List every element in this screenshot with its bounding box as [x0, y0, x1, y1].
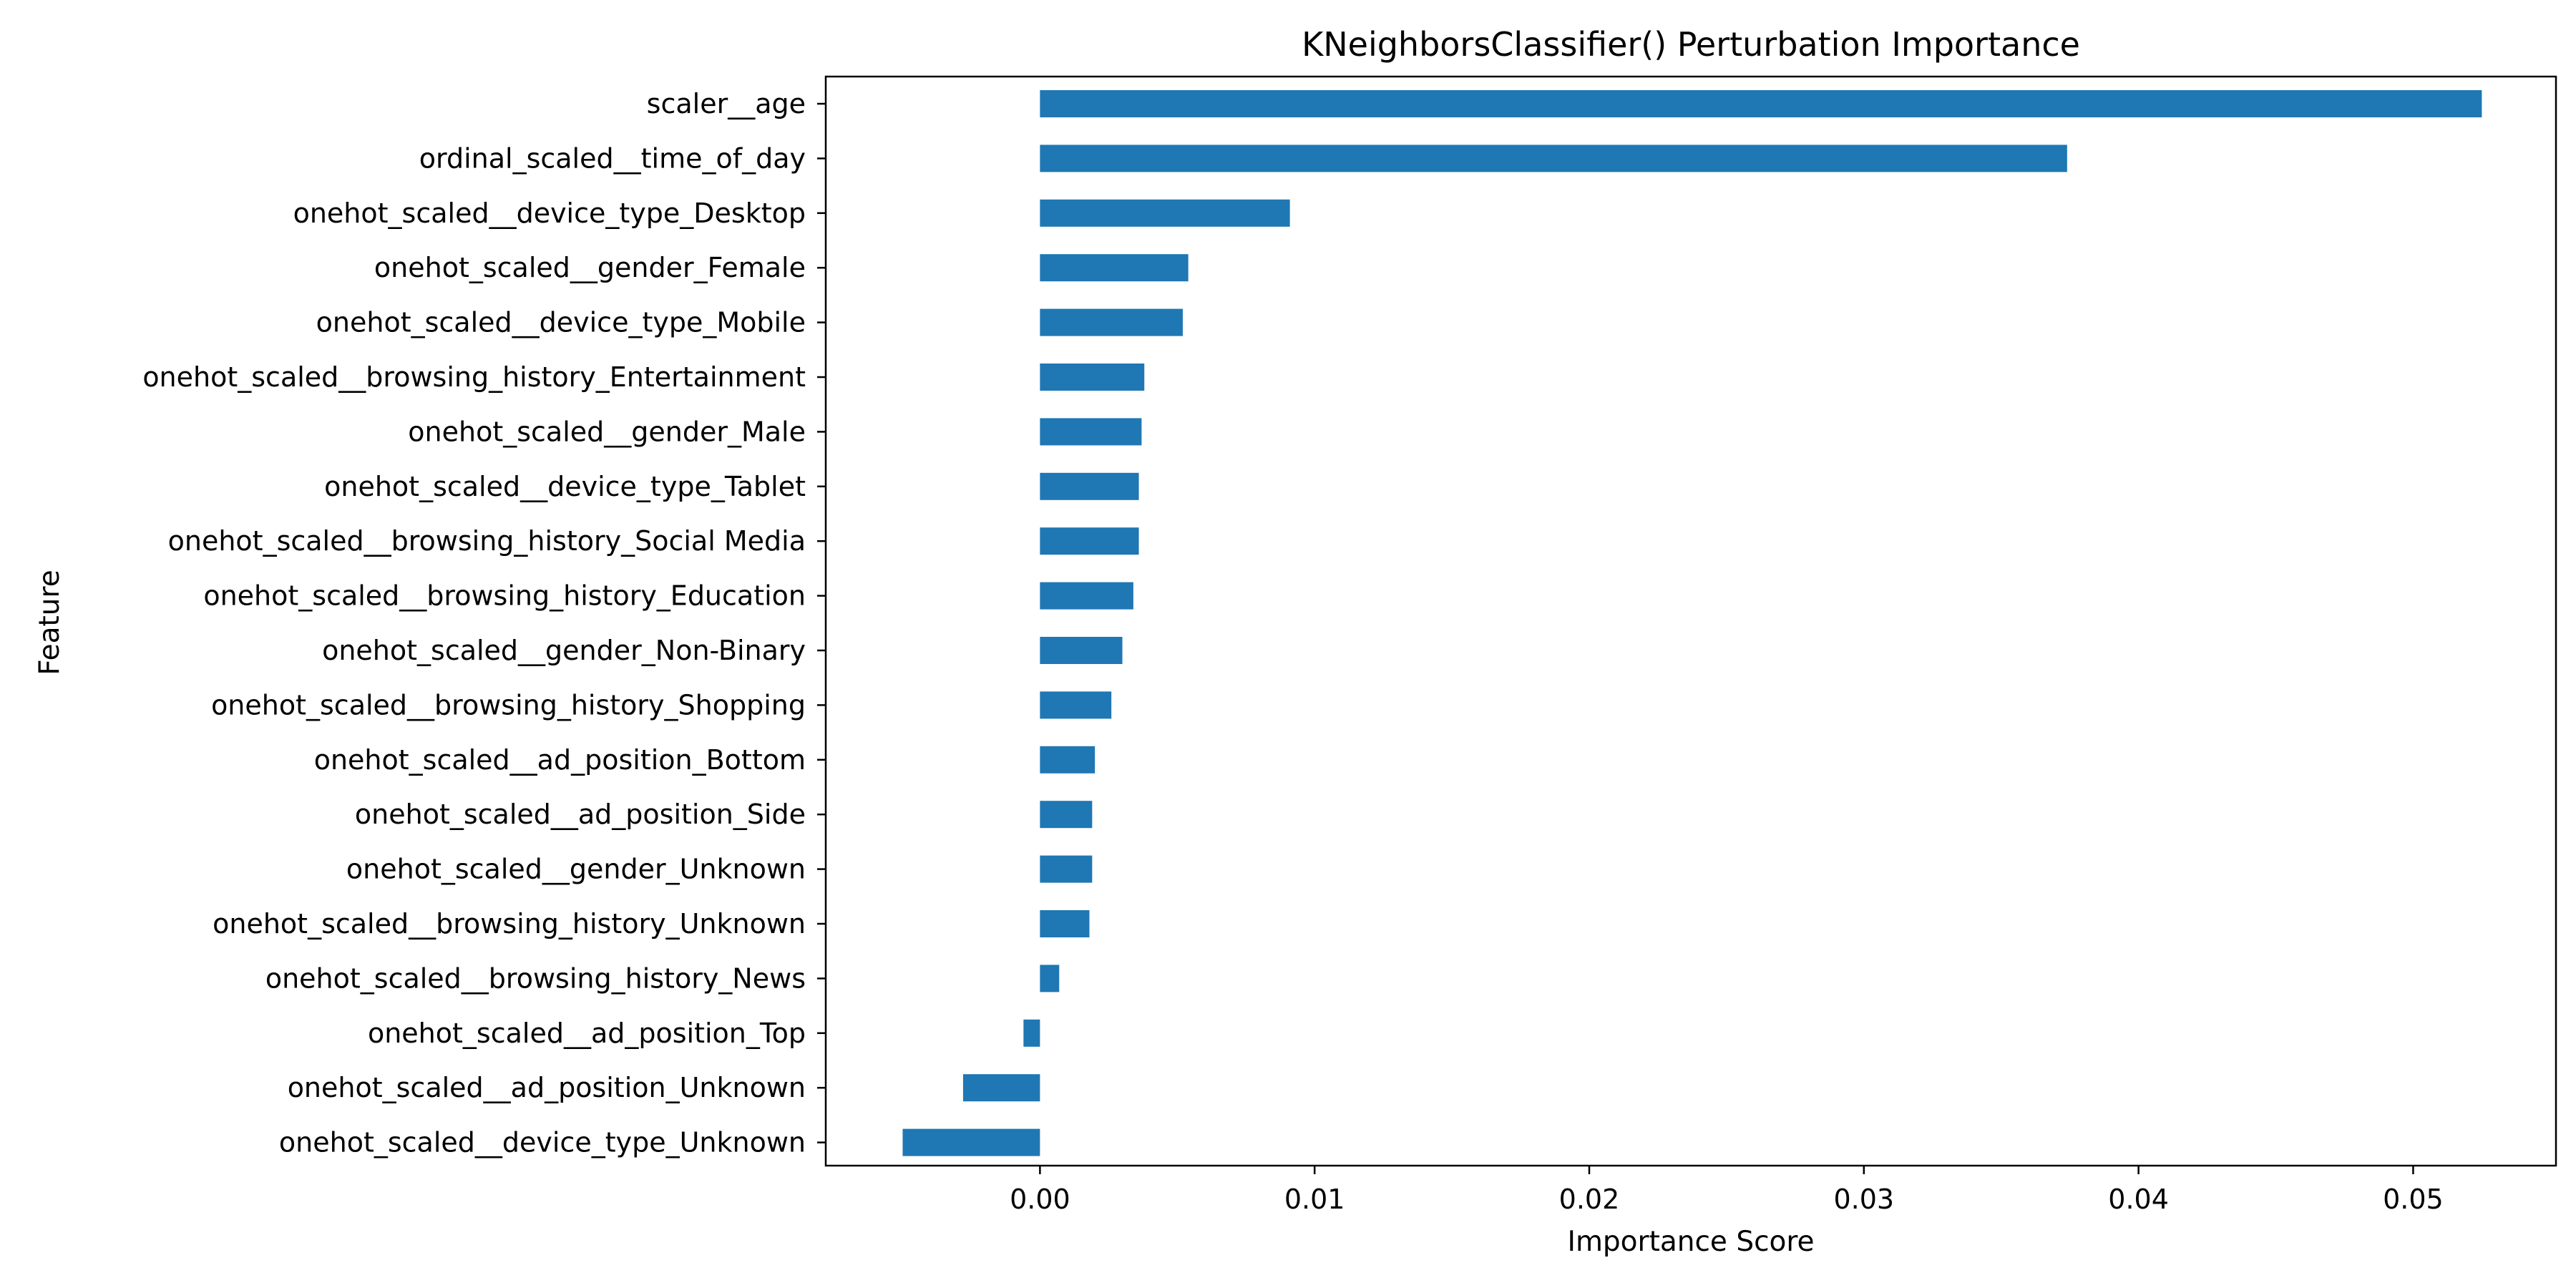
y-tick-label: onehot_scaled__browsing_history_Social M… — [168, 525, 806, 557]
bar — [1040, 582, 1133, 610]
y-tick-label: onehot_scaled__browsing_history_Shopping — [211, 689, 806, 721]
bar — [1040, 691, 1112, 719]
x-tick-label: 0.04 — [2108, 1184, 2169, 1215]
bar — [1040, 746, 1096, 774]
bar — [1040, 965, 1060, 992]
bar — [1023, 1019, 1040, 1047]
bar — [1040, 910, 1090, 937]
y-axis-label: Feature — [34, 570, 66, 675]
y-tick-label: onehot_scaled__gender_Unknown — [346, 854, 806, 885]
y-tick-label: onehot_scaled__ad_position_Side — [355, 799, 806, 830]
x-tick-label: 0.05 — [2383, 1184, 2444, 1215]
y-tick-label: onehot_scaled__browsing_history_Educatio… — [203, 580, 806, 612]
bar — [1040, 90, 2482, 117]
bar — [1040, 199, 1290, 227]
x-tick-label: 0.00 — [1010, 1184, 1070, 1215]
x-tick-label: 0.01 — [1284, 1184, 1345, 1215]
y-tick-label: scaler__age — [647, 88, 806, 119]
y-tick-label: onehot_scaled__device_type_Mobile — [316, 307, 806, 338]
x-axis-label: Importance Score — [1567, 1226, 1814, 1258]
y-tick-label: onehot_scaled__gender_Non-Binary — [322, 635, 806, 666]
y-tick-label: ordinal_scaled__time_of_day — [419, 142, 806, 174]
bar — [902, 1128, 1040, 1156]
bars-group — [902, 90, 2482, 1156]
bar — [1040, 145, 2067, 172]
bar — [1040, 472, 1139, 500]
y-tick-label: onehot_scaled__ad_position_Top — [368, 1018, 806, 1049]
bar — [1040, 254, 1189, 282]
y-tick-label: onehot_scaled__device_type_Unknown — [279, 1127, 806, 1158]
bar — [1040, 308, 1183, 336]
y-tick-label: onehot_scaled__gender_Male — [408, 416, 806, 447]
y-tick-label: onehot_scaled__device_type_Desktop — [293, 197, 806, 229]
plot-frame — [824, 75, 2557, 1167]
x-tick-label: 0.03 — [1833, 1184, 1894, 1215]
bar — [1040, 418, 1142, 446]
x-tick-label: 0.02 — [1559, 1184, 1620, 1215]
y-axis-ticks: scaler__age ordinal_scaled__time_of_dayon… — [142, 88, 826, 1158]
bar — [1040, 364, 1145, 391]
y-tick-label: onehot_scaled__browsing_history_Unknown — [213, 908, 806, 940]
y-tick-label: onehot_scaled__device_type_Tablet — [324, 471, 806, 502]
chart-title: KNeighborsClassifier() Perturbation Impo… — [1302, 25, 2080, 64]
x-axis-ticks: 0.00 0.01 0.02 0.03 0.04 0.05 — [1010, 1166, 2444, 1215]
bar — [1040, 855, 1093, 883]
y-tick-label: onehot_scaled__ad_position_Unknown — [288, 1072, 806, 1103]
y-tick-label: onehot_scaled__browsing_history_Entertai… — [142, 361, 806, 393]
bar — [1040, 801, 1093, 829]
bar — [962, 1074, 1040, 1102]
bar — [1040, 527, 1139, 555]
y-tick-label: onehot_scaled__gender_Female — [374, 252, 806, 283]
y-tick-label: onehot_scaled__browsing_history_News — [265, 962, 806, 994]
bar — [1040, 637, 1123, 664]
y-tick-label: onehot_scaled__ad_position_Bottom — [314, 744, 806, 776]
